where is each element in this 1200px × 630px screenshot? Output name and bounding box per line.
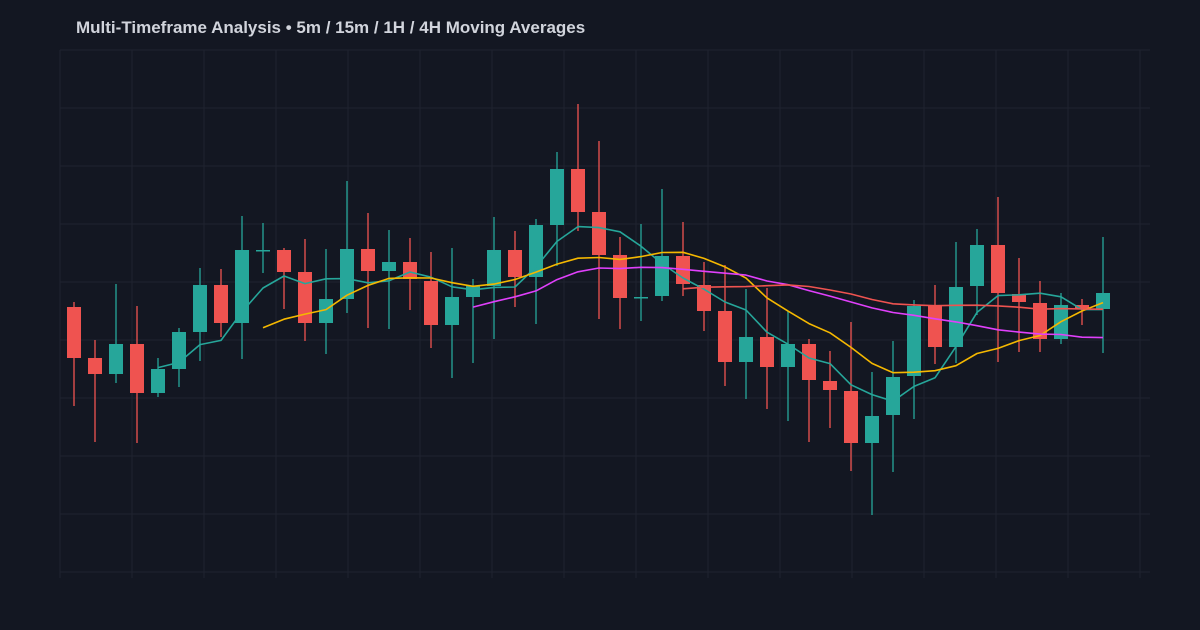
candle-down	[67, 307, 81, 358]
candle-up	[655, 256, 669, 296]
candle-up	[1096, 293, 1110, 309]
candle-up	[907, 306, 921, 376]
candle-down	[823, 381, 837, 390]
candle-up	[319, 299, 333, 323]
moving-average-line	[262, 251, 1104, 374]
candle-up	[382, 262, 396, 271]
candle-down	[991, 245, 1005, 293]
candle-down	[403, 262, 417, 279]
candle-up	[739, 337, 753, 362]
candle-down	[592, 212, 606, 255]
candle-down	[1012, 294, 1026, 302]
candle-up	[886, 377, 900, 415]
candle-up	[781, 344, 795, 367]
candle-down	[1033, 303, 1047, 339]
candle-down	[361, 249, 375, 271]
candle-down	[760, 337, 774, 367]
candle-down	[1075, 305, 1089, 309]
moving-average-line	[682, 284, 1104, 311]
candle-up	[487, 250, 501, 286]
candle-down	[928, 306, 942, 347]
candle-down	[424, 281, 438, 325]
moving-average-line	[157, 225, 1103, 403]
candle-down	[613, 255, 627, 298]
candle-down	[277, 250, 291, 272]
candle-up	[109, 344, 123, 374]
candle-down	[508, 250, 522, 277]
candle-up	[340, 249, 354, 299]
candle-up	[256, 250, 270, 252]
candle-up	[445, 297, 459, 325]
candle-down	[298, 272, 312, 323]
candle-down	[802, 344, 816, 380]
candle-up	[949, 287, 963, 347]
candle-up	[634, 297, 648, 299]
candle-down	[214, 285, 228, 323]
candle-up	[193, 285, 207, 332]
candle-up	[235, 250, 249, 323]
candle-up	[865, 416, 879, 443]
candle-down	[844, 391, 858, 443]
candle-down	[571, 169, 585, 212]
candle-up	[550, 169, 564, 225]
chart-title: Multi-Timeframe Analysis • 5m / 15m / 1H…	[76, 18, 586, 37]
candle-up	[529, 225, 543, 277]
candle-up	[970, 245, 984, 286]
candle-up	[466, 286, 480, 297]
candle-down	[130, 344, 144, 393]
candle-down	[88, 358, 102, 374]
candle-up	[151, 369, 165, 393]
candle-down	[718, 311, 732, 362]
